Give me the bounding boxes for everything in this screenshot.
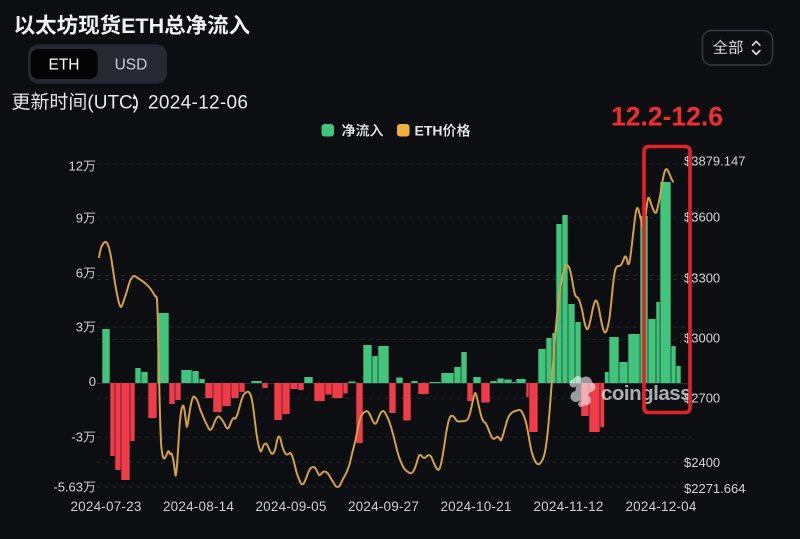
- svg-text:USD: USD: [115, 57, 148, 74]
- svg-text:2024-08-14: 2024-08-14: [163, 499, 234, 514]
- svg-text:2024-12-04: 2024-12-04: [625, 499, 696, 514]
- svg-text:ETH: ETH: [49, 57, 80, 74]
- svg-text:2024-07-23: 2024-07-23: [70, 499, 141, 514]
- svg-text:12: 12: [69, 159, 83, 174]
- svg-text:2024-09-05: 2024-09-05: [255, 499, 326, 514]
- svg-text:(UTC): (UTC): [87, 93, 139, 114]
- svg-text:-5.63: -5.63: [53, 480, 83, 495]
- svg-text:$3000: $3000: [684, 331, 720, 346]
- svg-text:-3: -3: [71, 430, 83, 445]
- svg-text:2024-10-21: 2024-10-21: [440, 499, 511, 514]
- svg-text:$2700: $2700: [684, 391, 720, 406]
- svg-text:12.2-12.6: 12.2-12.6: [611, 102, 723, 132]
- svg-text:2024-09-27: 2024-09-27: [348, 499, 419, 514]
- svg-text:2024-11-12: 2024-11-12: [533, 499, 603, 514]
- svg-text:$3300: $3300: [684, 271, 720, 286]
- svg-text:ETH: ETH: [415, 123, 443, 139]
- svg-text:9: 9: [76, 211, 83, 226]
- svg-text:6: 6: [76, 266, 83, 281]
- svg-text:$3879.147: $3879.147: [684, 154, 745, 169]
- svg-text:3: 3: [76, 320, 83, 335]
- svg-text:ETH: ETH: [121, 14, 164, 38]
- svg-text:2024-12-06: 2024-12-06: [148, 93, 248, 114]
- svg-text:$2271.664: $2271.664: [684, 481, 745, 496]
- svg-text:0: 0: [89, 374, 96, 389]
- svg-text:$3600: $3600: [684, 210, 720, 225]
- svg-text:$2400: $2400: [684, 455, 720, 470]
- svg-text:coinglass: coinglass: [601, 382, 691, 405]
